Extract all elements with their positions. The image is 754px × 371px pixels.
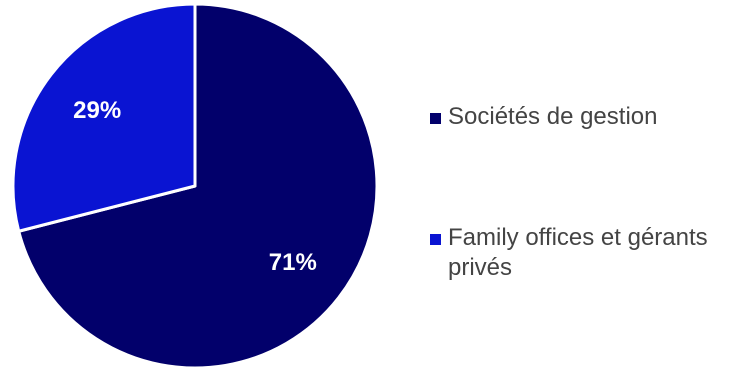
pie-slice-societes-de-gestion (17, 2, 379, 370)
pie-label-family-offices: 29% (73, 97, 121, 124)
pie-slice-family-offices (11, 2, 197, 233)
legend-swatch-family-offices (430, 234, 441, 245)
pie-label-societes-de-gestion: 71% (269, 249, 317, 276)
pie-chart: 71% 29% (11, 2, 379, 370)
legend-label-family-offices: Family offices et gérants privés (448, 224, 708, 281)
legend-swatch-societes-de-gestion (430, 113, 441, 124)
legend-label-societes-de-gestion: Sociétés de gestion (448, 103, 658, 130)
